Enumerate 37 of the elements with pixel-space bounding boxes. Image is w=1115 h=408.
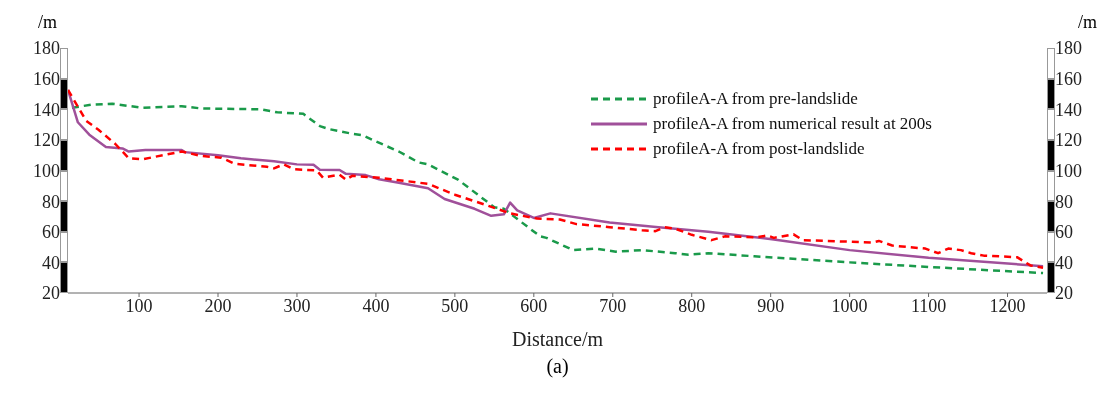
y-tick-label: 100 [33,160,60,181]
text: (a) [546,355,569,377]
y2-tick-label: 80 [1055,191,1073,212]
x-tick-label: 1000 [831,295,868,316]
y-tick-label: 160 [33,69,60,90]
y-tick-label: 140 [33,99,60,120]
legend-label: profileA-A from post-landslide [652,138,865,159]
x-tick-label: 600 [520,295,548,316]
y2-tick-label: 140 [1055,99,1082,120]
y2-tick-label: 100 [1055,160,1082,181]
y2-tick-label: 40 [1055,252,1073,273]
x-tick-label: 900 [757,295,785,316]
y2-tick-label: 120 [1055,130,1082,151]
y-tick-label: 60 [42,222,60,243]
y-tick-label: 180 [33,38,60,59]
x-tick-label: 100 [125,295,153,316]
x-tick-label: 1100 [910,295,947,316]
x-tick-label: 1200 [989,295,1026,316]
legend-label: profileA-A from pre-landslide [652,88,858,109]
x-tick-label: 300 [283,295,311,316]
y2-tick-label: 180 [1055,38,1082,59]
y-tick-label: 120 [33,130,60,151]
y-tick-label: 20 [42,283,60,304]
x-tick-label: 700 [599,295,627,316]
y2-axis-title: /m [1077,12,1097,33]
legend-label: profileA-A from numerical result at 200s [652,113,932,134]
x-tick-label: 200 [204,295,232,316]
y-tick-label: 40 [42,252,60,273]
y-tick-label: 80 [42,191,60,212]
x-axis-title: Distance/m [511,328,604,350]
x-tick-label: 800 [678,295,706,316]
y-axis-title: /m [38,12,58,33]
x-tick-label: 500 [441,295,469,316]
x-tick-label: 400 [362,295,390,316]
y2-tick-label: 160 [1055,69,1082,90]
y2-tick-label: 20 [1055,283,1073,304]
y2-tick-label: 60 [1055,222,1073,243]
